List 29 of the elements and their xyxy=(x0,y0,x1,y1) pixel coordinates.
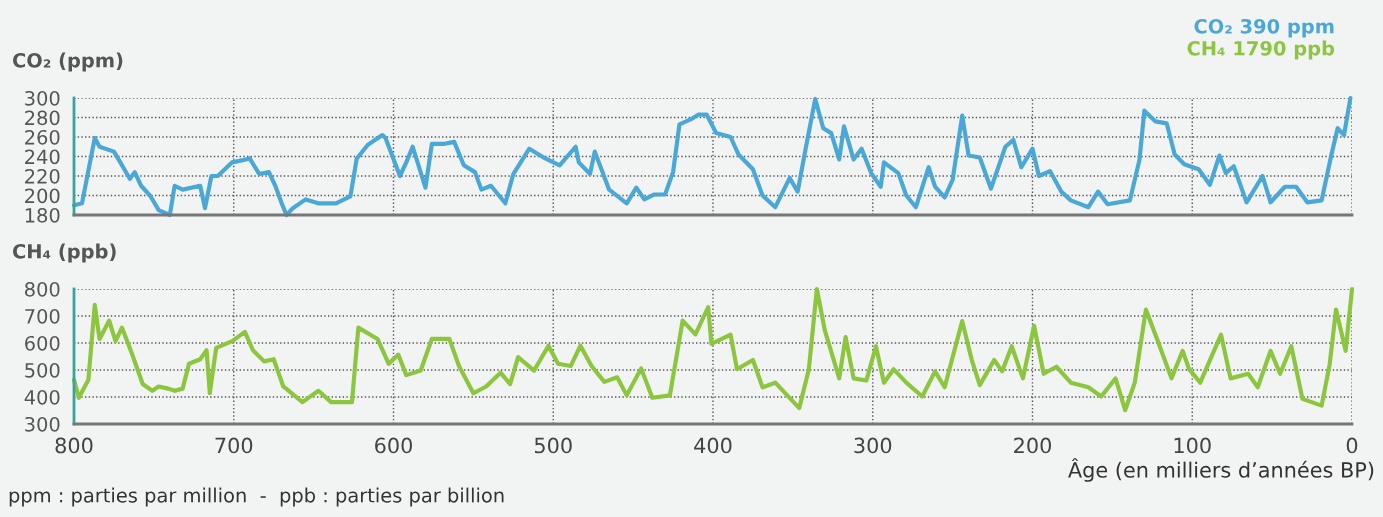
y-tick-label: 400 xyxy=(24,389,60,405)
text: CO₂ 390 ppm xyxy=(1194,18,1334,38)
y-tick-label: 260 xyxy=(25,129,60,145)
text: ppm : parties par million - ppb : parties par billion xyxy=(9,487,504,507)
x-tick-label: 600 xyxy=(375,437,412,454)
x-tick-label: 400 xyxy=(694,437,732,454)
y-tick-label: 300 xyxy=(25,416,60,432)
text: CH₄ 1790 ppb xyxy=(1187,40,1335,60)
y-tick-label: 300 xyxy=(25,90,60,106)
y-tick-label: 600 xyxy=(25,335,60,351)
y-tick-label: 280 xyxy=(25,110,60,126)
x-tick-label: 700 xyxy=(215,437,253,454)
x-tick-label: 800 xyxy=(55,437,93,454)
x-tick-label: 300 xyxy=(854,437,892,454)
y-tick-label: 180 xyxy=(25,207,60,223)
x-tick-label: 200 xyxy=(1014,437,1051,454)
y-axis-title: CO₂ (ppm) xyxy=(12,52,123,72)
y-axis-title: CH₄ (ppb) xyxy=(12,243,116,263)
line-series xyxy=(71,95,1353,218)
y-tick-label: 800 xyxy=(25,281,60,297)
y-tick-label: 220 xyxy=(25,168,60,184)
x-tick-label: 500 xyxy=(534,437,572,454)
y-tick-label: 240 xyxy=(25,149,60,165)
y-tick-label: 500 xyxy=(25,362,60,378)
y-tick-label: 700 xyxy=(25,308,60,324)
y-tick-label: 200 xyxy=(25,188,60,204)
x-tick-label: 0 xyxy=(1346,437,1358,454)
x-tick-label: 100 xyxy=(1174,437,1211,454)
x-axis-title: Âge (en milliers d’années BP) xyxy=(1068,458,1374,482)
